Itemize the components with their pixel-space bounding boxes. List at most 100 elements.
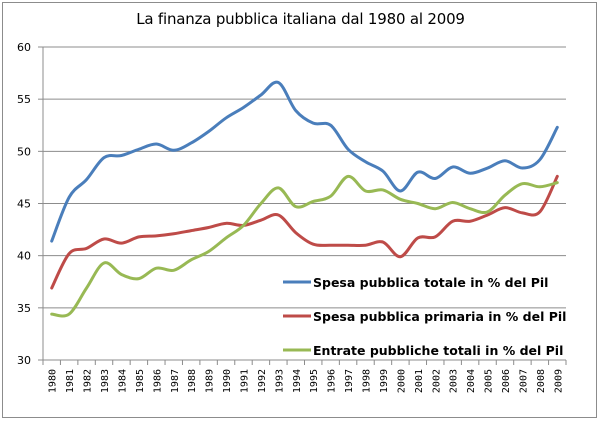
y-tick-label: 35	[17, 302, 31, 315]
data-point	[329, 244, 332, 247]
y-tick-label: 55	[17, 93, 31, 106]
data-point	[68, 252, 71, 255]
x-tick-label: 1994	[292, 369, 303, 393]
x-tick-label: 1991	[239, 369, 250, 393]
x-tick-label: 1981	[65, 369, 76, 393]
x-tick-label: 2006	[501, 369, 512, 393]
data-point	[556, 181, 559, 184]
data-point	[469, 220, 472, 223]
data-point	[225, 222, 228, 225]
data-point	[103, 156, 106, 159]
data-point	[434, 235, 437, 238]
x-tick-label: 1990	[222, 369, 233, 393]
x-tick-label: 2008	[536, 369, 547, 393]
data-point	[190, 229, 193, 232]
data-point	[503, 159, 506, 162]
legend-label-1: Spesa pubblica totale in % del Pil	[313, 275, 548, 290]
data-point	[469, 172, 472, 175]
data-point	[190, 258, 193, 261]
data-point	[137, 235, 140, 238]
data-point	[103, 261, 106, 264]
data-point	[50, 240, 53, 243]
series-line-1	[50, 80, 559, 243]
data-point	[294, 205, 297, 208]
x-tick-label: 1989	[205, 369, 216, 393]
data-point	[137, 277, 140, 280]
data-point	[190, 141, 193, 144]
data-point	[451, 220, 454, 223]
x-tick-label: 1995	[309, 369, 320, 393]
data-point	[242, 106, 245, 109]
data-point	[521, 211, 524, 214]
y-tick-label: 30	[17, 354, 31, 367]
data-point	[451, 165, 454, 168]
data-point	[556, 126, 559, 129]
data-point	[207, 130, 210, 133]
data-point	[259, 202, 262, 205]
series-line-3	[50, 174, 559, 318]
data-point	[347, 244, 350, 247]
series-line-2	[50, 174, 559, 290]
x-tick-label: 1992	[257, 369, 268, 393]
data-point	[68, 313, 71, 316]
data-point	[556, 175, 559, 178]
x-tick-label: 2005	[484, 369, 495, 393]
data-point	[242, 224, 245, 227]
data-point	[68, 196, 71, 199]
x-tick-label: 2007	[518, 369, 529, 393]
x-tick-label: 2003	[449, 369, 460, 393]
x-tick-label: 1996	[327, 369, 338, 393]
data-point	[381, 170, 384, 173]
legend-label-3: Entrate pubbliche totali in % del Pil	[313, 343, 563, 358]
data-point	[486, 213, 489, 216]
data-point	[503, 206, 506, 209]
data-point	[399, 198, 402, 201]
legend-label-2: Spesa pubblica primaria in % del Pil	[313, 309, 566, 324]
y-axis: 30 35 40 45 50 55 60	[17, 41, 44, 367]
data-point	[416, 236, 419, 239]
x-tick-label: 1993	[274, 369, 285, 393]
data-point	[277, 186, 280, 189]
data-point	[469, 207, 472, 210]
legend: Spesa pubblica totale in % del Pil Spesa …	[283, 275, 566, 358]
x-tick-label: 2004	[466, 369, 477, 393]
data-point	[207, 226, 210, 229]
data-point	[451, 201, 454, 204]
data-point	[120, 154, 123, 157]
x-tick-label: 1997	[344, 369, 355, 393]
x-tick-label: 1980	[48, 369, 59, 393]
data-point	[137, 148, 140, 151]
data-point	[312, 200, 315, 203]
data-point	[172, 269, 175, 272]
data-point	[259, 219, 262, 222]
data-point	[85, 287, 88, 290]
data-point	[50, 287, 53, 290]
data-point	[364, 189, 367, 192]
data-point	[399, 255, 402, 258]
data-point	[538, 158, 541, 161]
data-point	[120, 273, 123, 276]
data-point	[347, 148, 350, 151]
x-tick-label: 1987	[170, 369, 181, 393]
x-tick-label: 1985	[135, 369, 146, 393]
gridlines	[43, 46, 566, 309]
data-point	[538, 210, 541, 213]
data-point	[85, 247, 88, 250]
data-point	[364, 160, 367, 163]
data-point	[277, 81, 280, 84]
data-point	[347, 175, 350, 178]
data-point	[277, 213, 280, 216]
data-point	[294, 109, 297, 112]
data-point	[434, 207, 437, 210]
x-tick-label: 2001	[414, 369, 425, 393]
x-tick-label: 1998	[362, 369, 373, 393]
y-tick-label: 45	[17, 198, 31, 211]
x-tick-label: 2009	[553, 369, 564, 393]
x-tick-label: 1983	[100, 369, 111, 393]
data-point	[434, 177, 437, 180]
data-point	[381, 241, 384, 244]
data-point	[312, 243, 315, 246]
y-tick-label: 50	[17, 145, 31, 158]
data-point	[312, 122, 315, 125]
data-point	[225, 116, 228, 119]
